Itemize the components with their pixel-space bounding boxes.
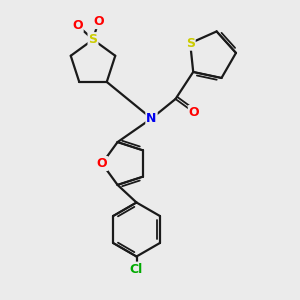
- Text: S: S: [186, 37, 195, 50]
- Text: Cl: Cl: [130, 262, 143, 276]
- Text: O: O: [93, 15, 104, 28]
- Text: S: S: [88, 33, 98, 46]
- Text: O: O: [189, 106, 200, 119]
- Text: O: O: [72, 19, 83, 32]
- Text: O: O: [97, 157, 107, 170]
- Text: N: N: [146, 112, 157, 125]
